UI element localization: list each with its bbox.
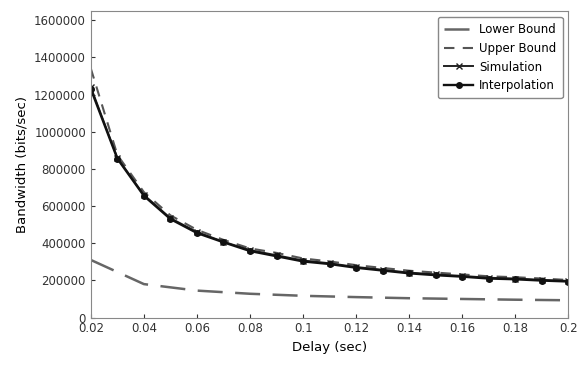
Lower Bound — [459, 297, 466, 301]
Upper Bound — [485, 274, 492, 278]
Y-axis label: Bandwidth (bits/sec): Bandwidth (bits/sec) — [16, 96, 29, 233]
Lower Bound — [141, 282, 148, 286]
Interpolation — [326, 262, 333, 266]
Lower Bound — [512, 297, 519, 302]
Interpolation — [406, 271, 413, 276]
Upper Bound — [406, 269, 413, 273]
Lower Bound — [193, 288, 200, 293]
Upper Bound — [512, 275, 519, 280]
Interpolation — [141, 194, 148, 198]
Interpolation — [459, 274, 466, 279]
Simulation — [326, 261, 333, 265]
Upper Bound — [247, 246, 254, 251]
Lower Bound — [565, 298, 572, 303]
Interpolation — [299, 259, 306, 264]
Simulation — [87, 85, 94, 89]
Interpolation — [167, 217, 174, 221]
Upper Bound — [539, 276, 546, 281]
Simulation — [141, 193, 148, 197]
Simulation — [247, 248, 254, 252]
Interpolation — [193, 231, 200, 235]
Simulation — [406, 270, 413, 275]
Interpolation — [565, 279, 572, 284]
Simulation — [485, 276, 492, 280]
Simulation — [220, 239, 227, 244]
Line: Lower Bound: Lower Bound — [91, 260, 568, 300]
Interpolation — [114, 157, 121, 161]
Interpolation — [379, 268, 386, 273]
Upper Bound — [379, 266, 386, 270]
Upper Bound — [326, 259, 333, 264]
Lower Bound — [247, 292, 254, 296]
Interpolation — [432, 273, 440, 277]
Simulation — [459, 274, 466, 278]
Line: Interpolation: Interpolation — [88, 86, 571, 284]
Interpolation — [512, 277, 519, 281]
Line: Simulation: Simulation — [87, 84, 572, 284]
Upper Bound — [459, 272, 466, 277]
Legend: Lower Bound, Upper Bound, Simulation, Interpolation: Lower Bound, Upper Bound, Simulation, In… — [438, 17, 563, 98]
Interpolation — [353, 266, 360, 270]
Simulation — [379, 268, 386, 272]
Interpolation — [539, 278, 546, 283]
Upper Bound — [220, 238, 227, 242]
Simulation — [299, 258, 306, 263]
Upper Bound — [114, 153, 121, 157]
Upper Bound — [273, 251, 280, 255]
Upper Bound — [167, 213, 174, 218]
Lower Bound — [353, 295, 360, 299]
Interpolation — [485, 276, 492, 281]
Upper Bound — [87, 66, 94, 71]
Simulation — [353, 265, 360, 269]
Simulation — [512, 276, 519, 281]
Simulation — [273, 253, 280, 257]
Interpolation — [273, 254, 280, 258]
Simulation — [167, 216, 174, 220]
Upper Bound — [193, 228, 200, 232]
Simulation — [432, 272, 440, 277]
Lower Bound — [406, 296, 413, 300]
Simulation — [565, 279, 572, 283]
Lower Bound — [299, 293, 306, 298]
Interpolation — [247, 249, 254, 253]
Upper Bound — [432, 270, 440, 275]
Simulation — [539, 278, 546, 282]
Lower Bound — [87, 258, 94, 262]
Line: Upper Bound: Upper Bound — [91, 69, 568, 280]
Simulation — [114, 155, 121, 160]
X-axis label: Delay (sec): Delay (sec) — [292, 341, 367, 354]
Interpolation — [87, 87, 94, 91]
Simulation — [193, 230, 200, 234]
Interpolation — [220, 240, 227, 245]
Upper Bound — [141, 190, 148, 194]
Upper Bound — [353, 263, 360, 267]
Upper Bound — [299, 256, 306, 261]
Upper Bound — [565, 278, 572, 282]
